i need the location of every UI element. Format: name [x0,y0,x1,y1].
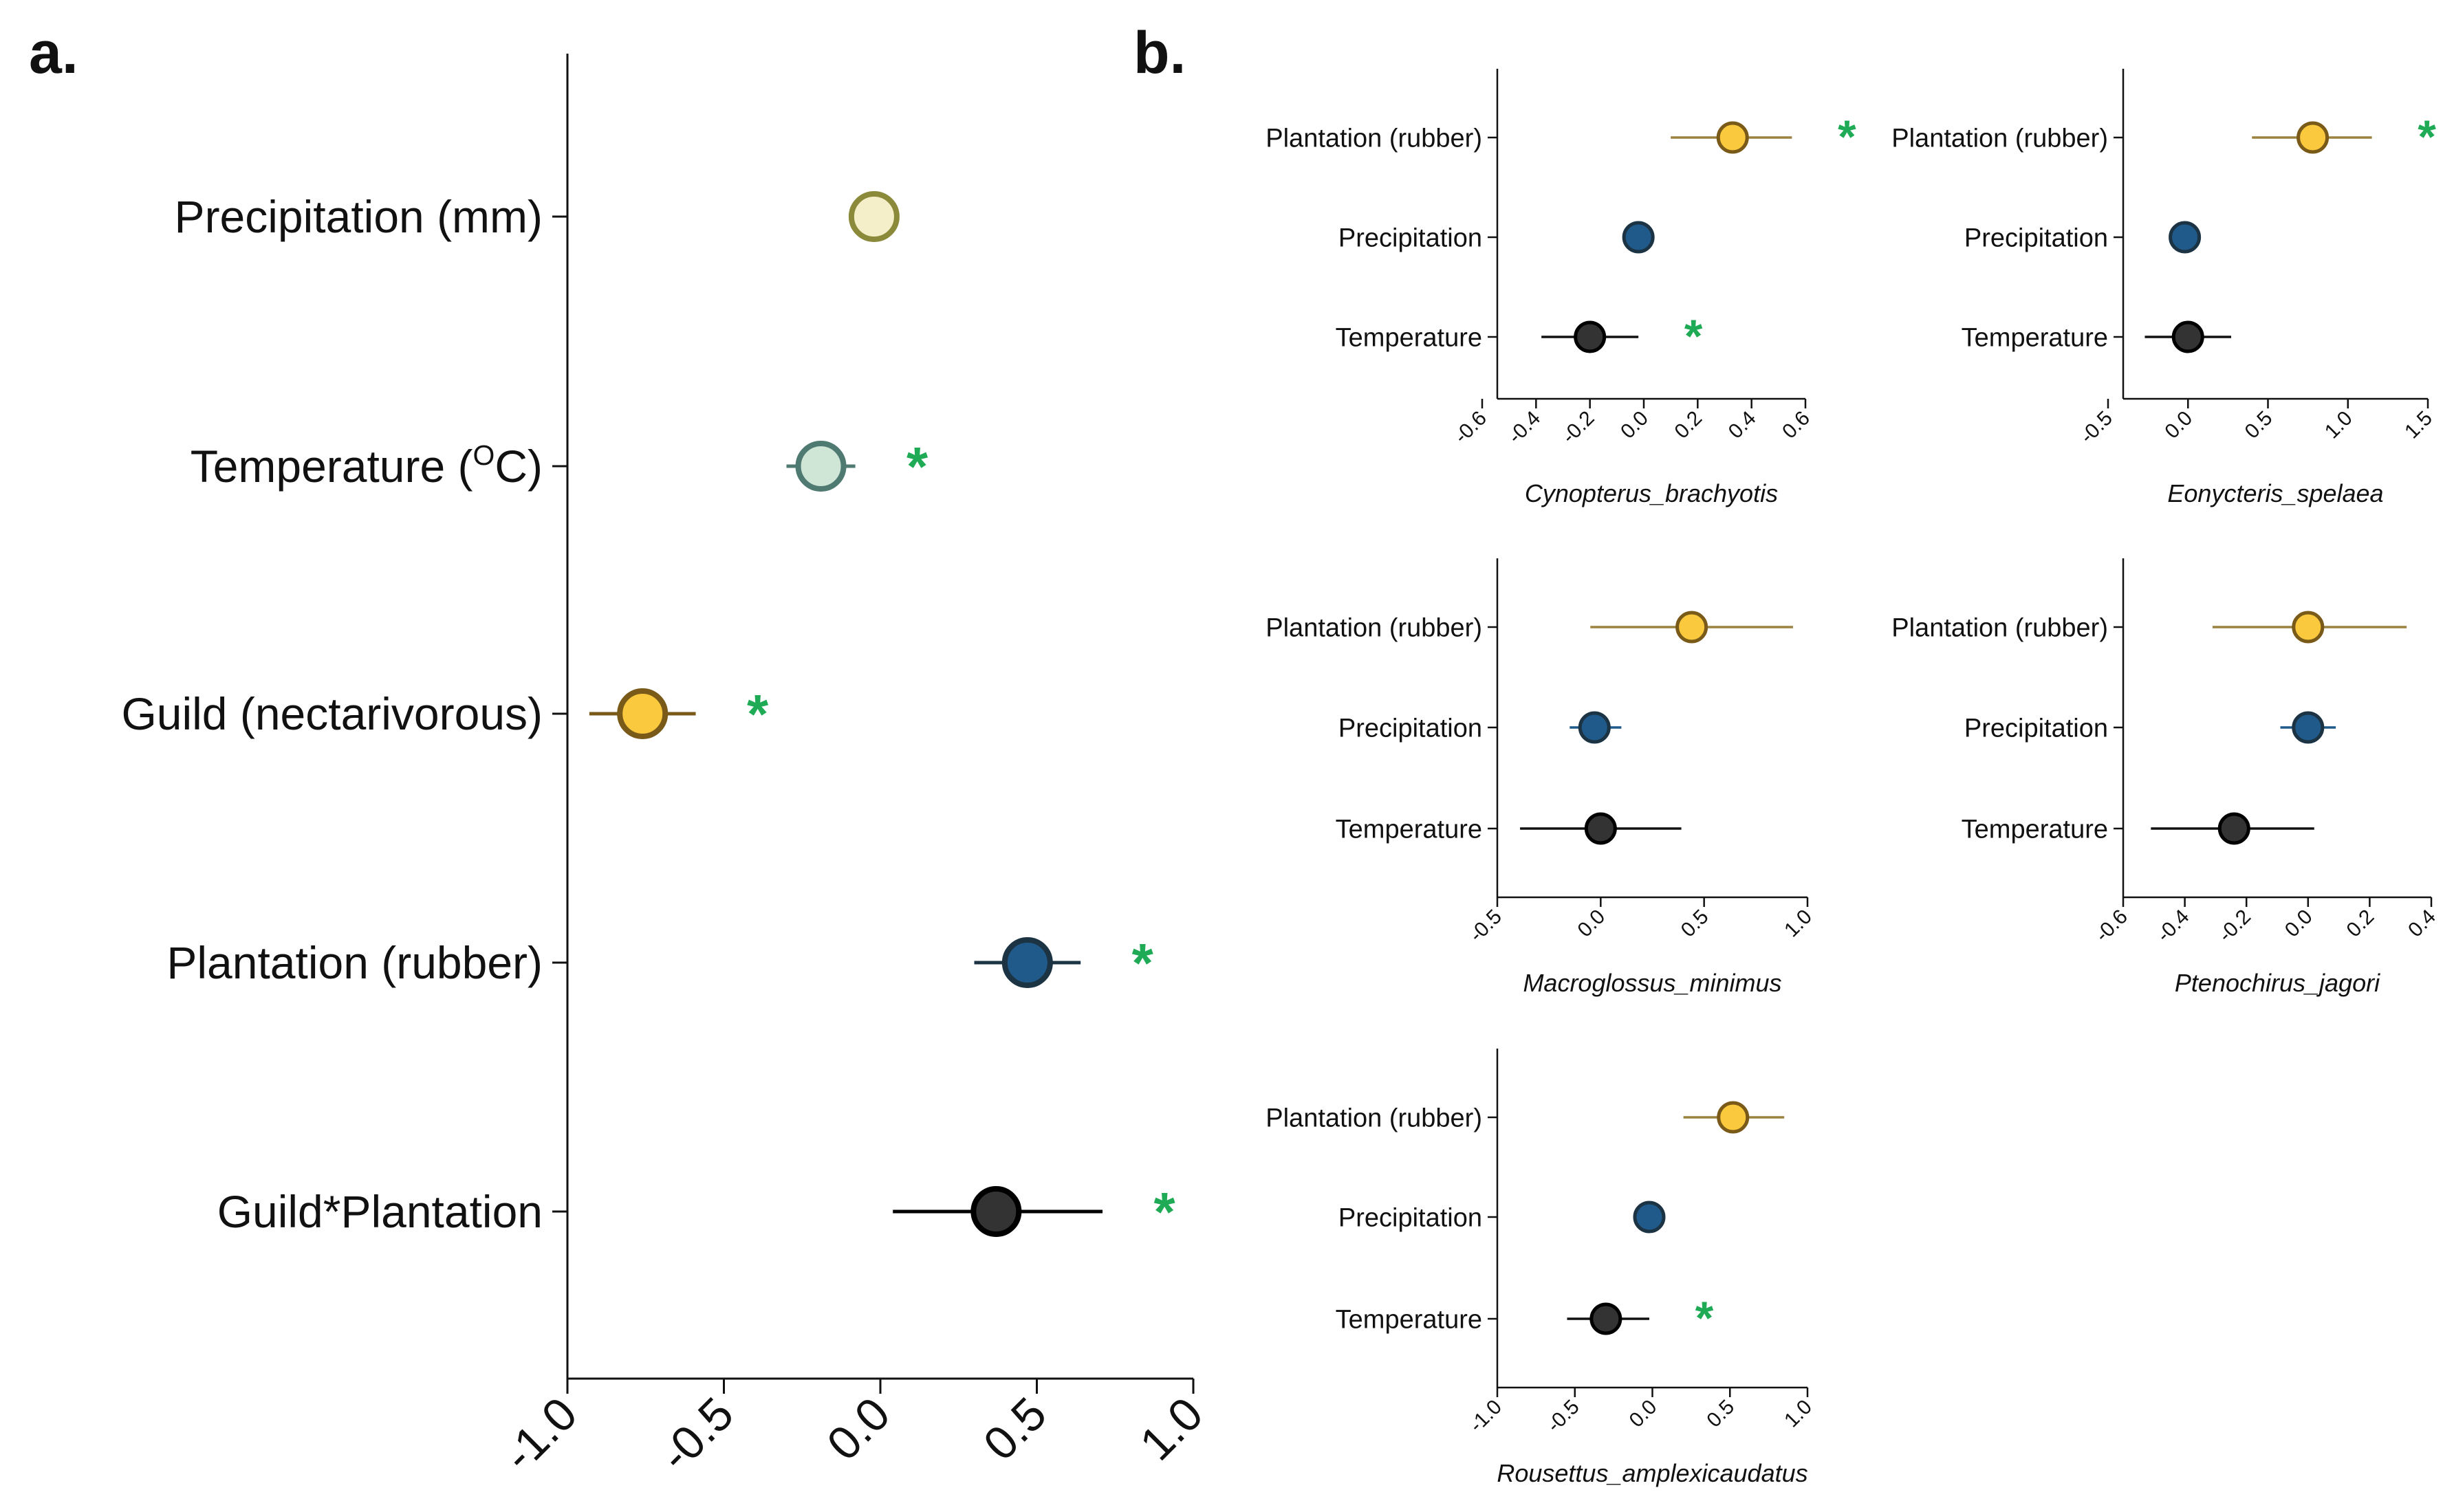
row-label-temperature: Temperature [1336,1305,1482,1334]
significance-marker: * [1695,1292,1714,1344]
forest-plot-panel-a: -1.0 -0.5 0.0 0.5 1.0 Precipitation (mm) Tempe… [121,54,1213,1481]
point-estimate-plantation-rubber [2292,611,2325,644]
row-label-precipitation: Precipitation [1338,714,1482,743]
row-label-plantation-rubber: Plantation (rubber) [1891,613,2108,642]
x-tick-label: -0.6 [1450,407,1491,448]
species-caption: Eonycteris_spelaea [2167,479,2383,507]
x-tick-label: 0.2 [2343,906,2379,942]
row-label-plantation-rubber: Plantation (rubber) [166,937,543,988]
species-caption: Ptenochirus_jagori [2175,969,2380,997]
x-tick-label: -1.0 [493,1388,587,1482]
significance-marker: * [747,683,769,745]
row-label-temperature: Temperature [1962,323,2108,352]
x-tick-label: -0.5 [2076,407,2117,448]
species-caption: Macroglossus_minimus [1523,969,1781,997]
x-tick-label: 0.5 [1702,1396,1739,1432]
significance-marker: * [1684,310,1703,362]
x-tick-label: -0.2 [1558,407,1599,448]
point-estimate-temperature-oc [795,441,847,492]
point-estimate-plantation-rubber [1001,937,1053,988]
point-estimate-temperature [2217,812,2250,845]
point-estimate-guild-nectarivorous [617,688,669,739]
x-tick-label: -0.5 [650,1388,744,1482]
row-label-temperature-oc: Temperature (OC) [191,439,543,492]
point-estimate-temperature [1589,1302,1622,1335]
row-label-plantation-rubber: Plantation (rubber) [1266,124,1482,153]
forest-plot-macroglossus-minimus: -0.5 0.0 0.5 1.0 Plantation (rubber) Precipit… [1266,558,1816,997]
x-tick-label: -0.2 [2214,906,2255,947]
row-label-temperature: Temperature [1336,323,1482,352]
significance-marker: * [2418,111,2436,163]
panel-a-label: a. [29,20,78,86]
row-label-precipitation: Precipitation [1964,223,2108,252]
row-label-plantation-rubber: Plantation (rubber) [1266,613,1482,642]
x-tick-label: -0.5 [1465,906,1506,947]
row-label-precipitation: Precipitation [1338,223,1482,252]
point-estimate-temperature [1584,812,1617,845]
forest-plot-ptenochirus-jagori: -0.6 -0.4 -0.2 0.0 0.2 0.4 Plantation (rubber)… [1891,558,2440,997]
significance-marker: * [1132,932,1154,994]
species-caption: Rousettus_amplexicaudatus [1497,1459,1807,1487]
point-estimate-precipitation-mm [848,191,900,242]
x-tick-label: 1.5 [2400,407,2437,443]
point-estimate-precipitation [1622,221,1655,254]
row-label-temperature: Temperature [1336,815,1482,844]
point-estimate-guild-plantation [970,1186,1022,1237]
row-label-guild-plantation: Guild*Plantation [217,1186,543,1237]
point-estimate-precipitation [1633,1201,1666,1234]
point-estimate-plantation-rubber [2296,121,2330,154]
x-tick-label: -0.4 [1503,407,1545,448]
row-label-precipitation-mm: Precipitation (mm) [175,191,543,242]
x-tick-label: 0.0 [1573,906,1609,942]
x-tick-label: -0.4 [2153,906,2194,947]
forest-plot-rousettus-amplexicaudatus: -1.0 -0.5 0.0 0.5 1.0 Plantation (rubber) Prec… [1266,1049,1816,1487]
x-tick-label: 0.6 [1778,407,1814,443]
point-estimate-plantation-rubber [1716,121,1749,154]
x-tick-label: 0.4 [2404,906,2440,942]
x-tick-label: -0.6 [2091,906,2132,947]
x-tick-label: -0.5 [1543,1396,1584,1437]
x-tick-label: -1.0 [1465,1396,1506,1437]
row-label-plantation-rubber: Plantation (rubber) [1266,1104,1482,1132]
x-tick-label: 0.2 [1670,407,1706,443]
species-caption: Cynopterus_brachyotis [1525,479,1778,507]
row-label-precipitation: Precipitation [1964,714,2108,743]
point-estimate-precipitation [1578,711,1611,744]
significance-marker: * [1838,111,1856,163]
x-tick-label: 0.0 [817,1388,900,1471]
x-tick-label: 0.5 [2241,407,2277,443]
forest-plot-cynopterus-brachyotis: -0.6 -0.4 -0.2 0.0 0.2 0.4 0.6 Plantation (rubb… [1266,69,1856,507]
x-tick-label: 0.0 [2281,906,2317,942]
x-tick-label: 1.0 [1130,1388,1213,1471]
forest-plot-eonycteris-spelaea: -0.5 0.0 0.5 1.0 1.5 Plantation (rubber) * Prec… [1891,69,2437,507]
row-label-temperature: Temperature [1962,815,2108,844]
x-tick-label: 0.0 [2160,407,2197,443]
point-estimate-temperature [1574,320,1607,353]
panel-b-label: b. [1133,20,1186,86]
point-estimate-plantation-rubber [1675,611,1708,644]
row-label-plantation-rubber: Plantation (rubber) [1891,124,2108,153]
x-tick-label: 0.0 [1625,1396,1662,1432]
point-estimate-plantation-rubber [1717,1101,1750,1134]
x-tick-label: 1.0 [1780,906,1816,942]
point-estimate-temperature [2171,320,2204,353]
row-label-precipitation: Precipitation [1338,1203,1482,1232]
significance-marker: * [1153,1181,1175,1242]
point-estimate-precipitation [2292,711,2325,744]
significance-marker: * [906,436,929,497]
x-tick-label: 0.5 [974,1388,1057,1471]
point-estimate-precipitation [2169,221,2202,254]
x-tick-label: 0.4 [1724,407,1761,443]
row-label-guild-nectarivorous: Guild (nectarivorous) [121,688,543,739]
x-tick-label: 1.0 [2321,407,2357,443]
x-tick-label: 1.0 [1780,1396,1816,1432]
x-tick-label: 0.5 [1677,906,1713,942]
x-tick-label: 0.0 [1616,407,1653,443]
